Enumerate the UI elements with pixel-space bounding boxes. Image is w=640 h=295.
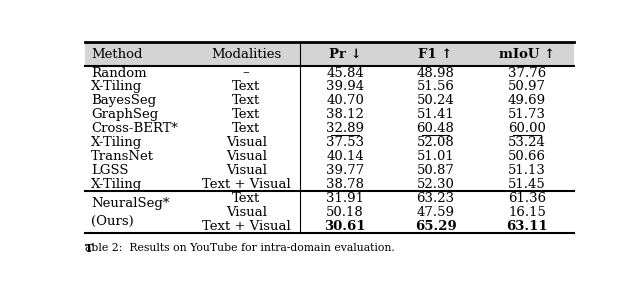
Text: Modalities: Modalities: [211, 47, 282, 61]
Text: able 2:  Results on YouTube for intra-domain evaluation.: able 2: Results on YouTube for intra-dom…: [85, 243, 398, 253]
Text: 39.94: 39.94: [326, 81, 364, 94]
Text: 51.73: 51.73: [508, 108, 546, 121]
Text: 37.76: 37.76: [508, 66, 546, 80]
Text: GraphSeg: GraphSeg: [91, 108, 158, 121]
Text: X-Tiling: X-Tiling: [91, 178, 142, 191]
Text: Random: Random: [91, 66, 147, 80]
Text: 37.53: 37.53: [326, 136, 364, 149]
Text: BayesSeg: BayesSeg: [91, 94, 156, 107]
Text: 50.24: 50.24: [417, 94, 454, 107]
Text: X-Tiling: X-Tiling: [91, 81, 142, 94]
Text: 65.29: 65.29: [415, 219, 456, 232]
Bar: [85, 42, 573, 66]
Text: Method: Method: [91, 47, 143, 61]
Text: TransNet: TransNet: [91, 150, 154, 163]
Text: Pr ↓: Pr ↓: [329, 47, 362, 61]
Text: Visual: Visual: [226, 164, 267, 177]
Text: Text: Text: [232, 122, 260, 135]
Text: 16.15: 16.15: [508, 206, 546, 219]
Text: 38.78: 38.78: [326, 178, 364, 191]
Text: 40.70: 40.70: [326, 94, 364, 107]
Text: 50.87: 50.87: [417, 164, 454, 177]
Text: F1 ↑: F1 ↑: [419, 47, 452, 61]
Text: 52.08: 52.08: [417, 136, 454, 149]
Text: Text: Text: [232, 108, 260, 121]
Text: 45.84: 45.84: [326, 66, 364, 80]
Text: Text + Visual: Text + Visual: [202, 219, 291, 232]
Text: Text + Visual: Text + Visual: [202, 178, 291, 191]
Text: –: –: [243, 66, 250, 80]
Text: 30.61: 30.61: [324, 219, 366, 232]
Text: 60.48: 60.48: [417, 122, 454, 135]
Text: 51.56: 51.56: [417, 81, 454, 94]
Text: 51.01: 51.01: [417, 150, 454, 163]
Text: 51.45: 51.45: [508, 178, 546, 191]
Text: Visual: Visual: [226, 136, 267, 149]
Text: Visual: Visual: [226, 206, 267, 219]
Text: X-Tiling: X-Tiling: [91, 136, 142, 149]
Text: 60.00: 60.00: [508, 122, 546, 135]
Text: 49.69: 49.69: [508, 94, 546, 107]
Text: 38.12: 38.12: [326, 108, 364, 121]
Text: 51.41: 51.41: [417, 108, 454, 121]
Text: 50.66: 50.66: [508, 150, 546, 163]
Text: Text: Text: [232, 94, 260, 107]
Text: NeuralSeg*
(Ours): NeuralSeg* (Ours): [91, 197, 170, 228]
Text: 31.91: 31.91: [326, 192, 364, 205]
Text: Cross-BERT*: Cross-BERT*: [91, 122, 178, 135]
Text: 53.24: 53.24: [508, 136, 546, 149]
Text: 51.13: 51.13: [508, 164, 546, 177]
Text: 50.97: 50.97: [508, 81, 546, 94]
Text: 63.23: 63.23: [417, 192, 454, 205]
Text: Visual: Visual: [226, 150, 267, 163]
Text: T: T: [85, 243, 93, 254]
Text: 63.11: 63.11: [506, 219, 548, 232]
Text: 52.30: 52.30: [417, 178, 454, 191]
Text: 61.36: 61.36: [508, 192, 546, 205]
Text: mIoU ↑: mIoU ↑: [499, 47, 555, 61]
Text: 40.14: 40.14: [326, 150, 364, 163]
Text: 48.98: 48.98: [417, 66, 454, 80]
Text: 50.18: 50.18: [326, 206, 364, 219]
Text: 32.89: 32.89: [326, 122, 364, 135]
Text: Text: Text: [232, 192, 260, 205]
Text: 39.77: 39.77: [326, 164, 364, 177]
Text: LGSS: LGSS: [91, 164, 129, 177]
Text: Text: Text: [232, 81, 260, 94]
Text: 47.59: 47.59: [417, 206, 454, 219]
